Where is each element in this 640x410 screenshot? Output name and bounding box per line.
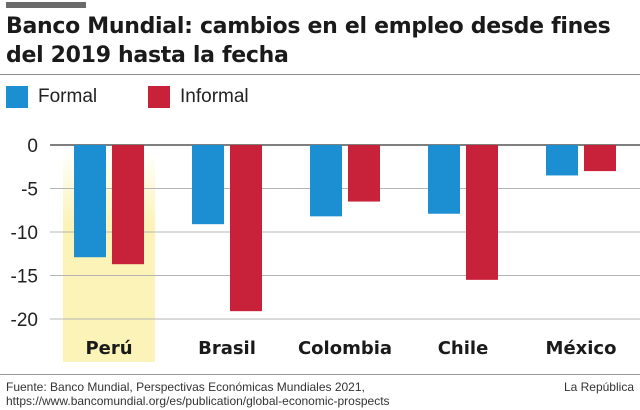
legend-item-informal: Informal <box>148 86 249 108</box>
legend-label-formal: Formal <box>38 86 98 107</box>
y-tick-label: -15 <box>11 267 38 288</box>
legend-item-formal: Formal <box>6 86 97 108</box>
bars <box>74 145 616 312</box>
y-tick-label: -10 <box>11 223 38 244</box>
header-accent-bar <box>6 2 86 8</box>
publisher-credit: La República <box>563 380 634 394</box>
bar-informal-1 <box>230 145 262 312</box>
category-label: México <box>546 338 617 359</box>
source-line-1: Fuente: Banco Mundial, Perspectivas Econ… <box>6 380 365 394</box>
bar-formal-0 <box>74 145 106 258</box>
source-note: Fuente: Banco Mundial, Perspectivas Econ… <box>6 380 390 408</box>
legend-label-informal: Informal <box>180 86 249 107</box>
chart-title: Banco Mundial: cambios en el empleo desd… <box>6 14 611 68</box>
bar-informal-4 <box>584 145 616 172</box>
category-label: Colombia <box>298 338 392 359</box>
bar-formal-1 <box>192 145 224 225</box>
bar-informal-3 <box>466 145 498 280</box>
bar-formal-3 <box>428 145 460 214</box>
bar-informal-0 <box>112 145 144 265</box>
category-label: Chile <box>438 338 489 359</box>
gridlines <box>50 144 640 320</box>
title-divider <box>0 74 640 75</box>
legend-swatch-formal <box>6 86 28 108</box>
bar-formal-4 <box>546 145 578 176</box>
legend-swatch-informal <box>148 86 170 108</box>
x-axis: Perú Brasil Colombia Chile México <box>85 338 616 359</box>
bar-formal-2 <box>310 145 342 217</box>
source-url: https://www.bancomundial.org/es/publicat… <box>6 394 390 408</box>
y-axis: 0 -5 -10 -15 -20 <box>11 136 38 331</box>
y-tick-label: -20 <box>11 310 38 331</box>
footer-divider <box>0 374 640 375</box>
y-tick-label: -5 <box>21 180 38 201</box>
category-label: Perú <box>85 338 132 359</box>
bar-informal-2 <box>348 145 380 202</box>
category-label: Brasil <box>198 338 256 359</box>
bar-chart: 0 -5 -10 -15 -20 Perú Brasil Colombia Chile Méxi… <box>11 136 640 362</box>
y-tick-label: 0 <box>27 136 38 157</box>
